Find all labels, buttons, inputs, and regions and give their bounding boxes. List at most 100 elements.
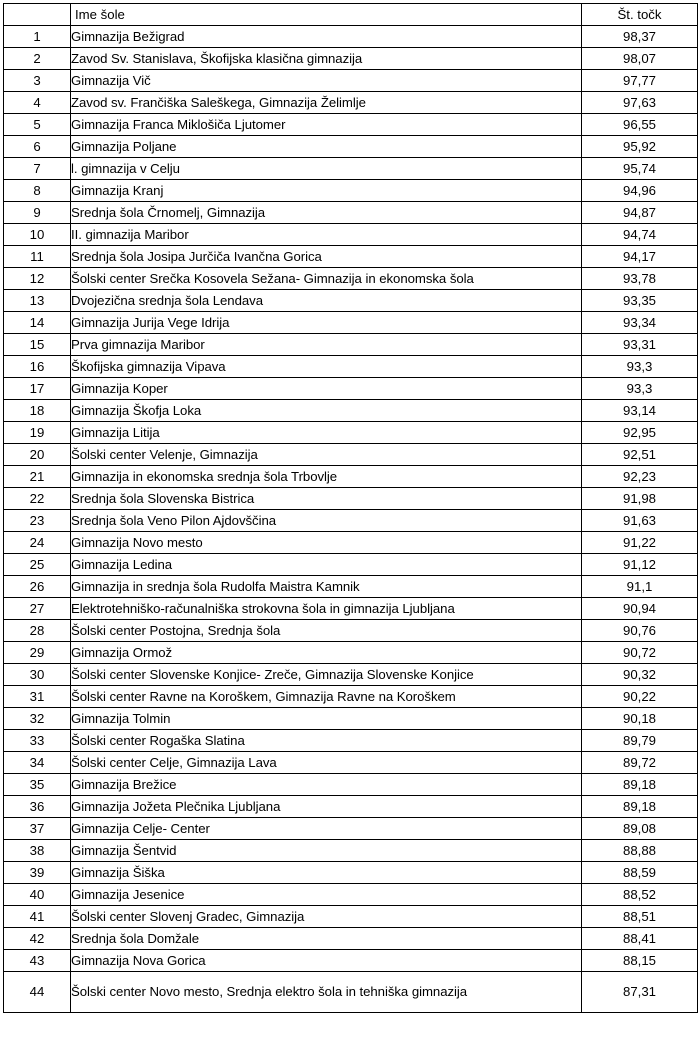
cell-rank: 28 [3, 619, 71, 642]
cell-school-name: Gimnazija Jesenice [70, 883, 582, 906]
table-row: 36 Gimnazija Jožeta Plečnika Ljubljana 89,… [3, 795, 698, 818]
cell-rank: 38 [3, 839, 71, 862]
table-row: 23 Srednja šola Veno Pilon Ajdovščina 91,6… [3, 509, 698, 532]
cell-rank: 24 [3, 531, 71, 554]
table-row: 20 Šolski center Velenje, Gimnazija 92,51 [3, 443, 698, 466]
table-row: 31 Šolski center Ravne na Koroškem, Gimna… [3, 685, 698, 708]
cell-rank: 21 [3, 465, 71, 488]
column-header-points: Št. točk [581, 3, 698, 26]
cell-points: 89,08 [581, 817, 698, 840]
cell-rank: 22 [3, 487, 71, 510]
table-row: 44 Šolski center Novo mesto, Srednja elek… [3, 971, 698, 1013]
cell-school-name: Gimnazija Ledina [70, 553, 582, 576]
cell-school-name: Šolski center Velenje, Gimnazija [70, 443, 582, 466]
cell-rank: 4 [3, 91, 71, 114]
cell-school-name: l. gimnazija v Celju [70, 157, 582, 180]
table-row: 8 Gimnazija Kranj 94,96 [3, 179, 698, 202]
column-header-school-name: Ime šole [70, 3, 582, 26]
table-row: 16 Škofijska gimnazija Vipava 93,3 [3, 355, 698, 378]
cell-rank: 10 [3, 223, 71, 246]
cell-points: 91,12 [581, 553, 698, 576]
cell-school-name: Dvojezična srednja šola Lendava [70, 289, 582, 312]
table-row: 35 Gimnazija Brežice 89,18 [3, 773, 698, 796]
cell-points: 90,32 [581, 663, 698, 686]
table-row: 43 Gimnazija Nova Gorica 88,15 [3, 949, 698, 972]
cell-rank: 8 [3, 179, 71, 202]
cell-points: 95,74 [581, 157, 698, 180]
cell-school-name: Srednja šola Veno Pilon Ajdovščina [70, 509, 582, 532]
column-header-rank [3, 3, 71, 26]
cell-rank: 25 [3, 553, 71, 576]
cell-rank: 31 [3, 685, 71, 708]
cell-points: 87,31 [581, 971, 698, 1013]
cell-rank: 41 [3, 905, 71, 928]
cell-rank: 15 [3, 333, 71, 356]
cell-points: 88,15 [581, 949, 698, 972]
table-row: 17 Gimnazija Koper 93,3 [3, 377, 698, 400]
table-row: 18 Gimnazija Škofja Loka 93,14 [3, 399, 698, 422]
cell-school-name: Gimnazija Poljane [70, 135, 582, 158]
cell-points: 94,96 [581, 179, 698, 202]
cell-points: 88,52 [581, 883, 698, 906]
table-row: 39 Gimnazija Šiška 88,59 [3, 861, 698, 884]
table-row: 27 Elektrotehniško-računalniška strokovna… [3, 597, 698, 620]
table-row: 6 Gimnazija Poljane 95,92 [3, 135, 698, 158]
table-row: 12 Šolski center Srečka Kosovela Sežana- … [3, 267, 698, 290]
cell-rank: 23 [3, 509, 71, 532]
cell-rank: 44 [3, 971, 71, 1013]
cell-school-name: Gimnazija Koper [70, 377, 582, 400]
table-row: 37 Gimnazija Celje- Center 89,08 [3, 817, 698, 840]
cell-points: 91,98 [581, 487, 698, 510]
table-row: 14 Gimnazija Jurija Vege Idrija 93,34 [3, 311, 698, 334]
table-body: 1 Gimnazija Bežigrad 98,37 2 Zavod Sv. Stani… [3, 25, 698, 1013]
table-row: 19 Gimnazija Litija 92,95 [3, 421, 698, 444]
cell-school-name: Prva gimnazija Maribor [70, 333, 582, 356]
cell-rank: 12 [3, 267, 71, 290]
cell-points: 95,92 [581, 135, 698, 158]
cell-school-name: Gimnazija Novo mesto [70, 531, 582, 554]
table-row: 42 Srednja šola Domžale 88,41 [3, 927, 698, 950]
cell-points: 96,55 [581, 113, 698, 136]
table-row: 28 Šolski center Postojna, Srednja šola 90… [3, 619, 698, 642]
cell-points: 92,23 [581, 465, 698, 488]
cell-school-name: Gimnazija Jožeta Plečnika Ljubljana [70, 795, 582, 818]
cell-rank: 20 [3, 443, 71, 466]
cell-rank: 16 [3, 355, 71, 378]
table-row: 3 Gimnazija Vič 97,77 [3, 69, 698, 92]
cell-school-name: Srednja šola Domžale [70, 927, 582, 950]
cell-school-name: Gimnazija Nova Gorica [70, 949, 582, 972]
table-row: 38 Gimnazija Šentvid 88,88 [3, 839, 698, 862]
cell-school-name: Šolski center Slovenj Gradec, Gimnazija [70, 905, 582, 928]
table-row: 5 Gimnazija Franca Miklošiča Ljutomer 96,5… [3, 113, 698, 136]
cell-school-name: Srednja šola Josipa Jurčiča Ivančna Gori… [70, 245, 582, 268]
cell-rank: 30 [3, 663, 71, 686]
cell-school-name: Gimnazija Škofja Loka [70, 399, 582, 422]
cell-school-name: Srednja šola Slovenska Bistrica [70, 487, 582, 510]
cell-points: 94,17 [581, 245, 698, 268]
cell-points: 90,18 [581, 707, 698, 730]
cell-points: 98,37 [581, 25, 698, 48]
cell-rank: 37 [3, 817, 71, 840]
table-row: 7 l. gimnazija v Celju 95,74 [3, 157, 698, 180]
cell-points: 89,72 [581, 751, 698, 774]
cell-school-name: Šolski center Rogaška Slatina [70, 729, 582, 752]
cell-school-name: II. gimnazija Maribor [70, 223, 582, 246]
table-row: 1 Gimnazija Bežigrad 98,37 [3, 25, 698, 48]
cell-points: 98,07 [581, 47, 698, 70]
cell-rank: 32 [3, 707, 71, 730]
cell-rank: 39 [3, 861, 71, 884]
table-row: 10 II. gimnazija Maribor 94,74 [3, 223, 698, 246]
cell-points: 88,51 [581, 905, 698, 928]
cell-points: 93,34 [581, 311, 698, 334]
cell-rank: 43 [3, 949, 71, 972]
cell-school-name: Gimnazija in srednja šola Rudolfa Maistr… [70, 575, 582, 598]
cell-rank: 17 [3, 377, 71, 400]
cell-school-name: Gimnazija Litija [70, 421, 582, 444]
table-row: 13 Dvojezična srednja šola Lendava 93,35 [3, 289, 698, 312]
cell-points: 91,22 [581, 531, 698, 554]
cell-points: 92,51 [581, 443, 698, 466]
cell-points: 93,14 [581, 399, 698, 422]
cell-school-name: Elektrotehniško-računalniška strokovna š… [70, 597, 582, 620]
cell-points: 93,3 [581, 355, 698, 378]
